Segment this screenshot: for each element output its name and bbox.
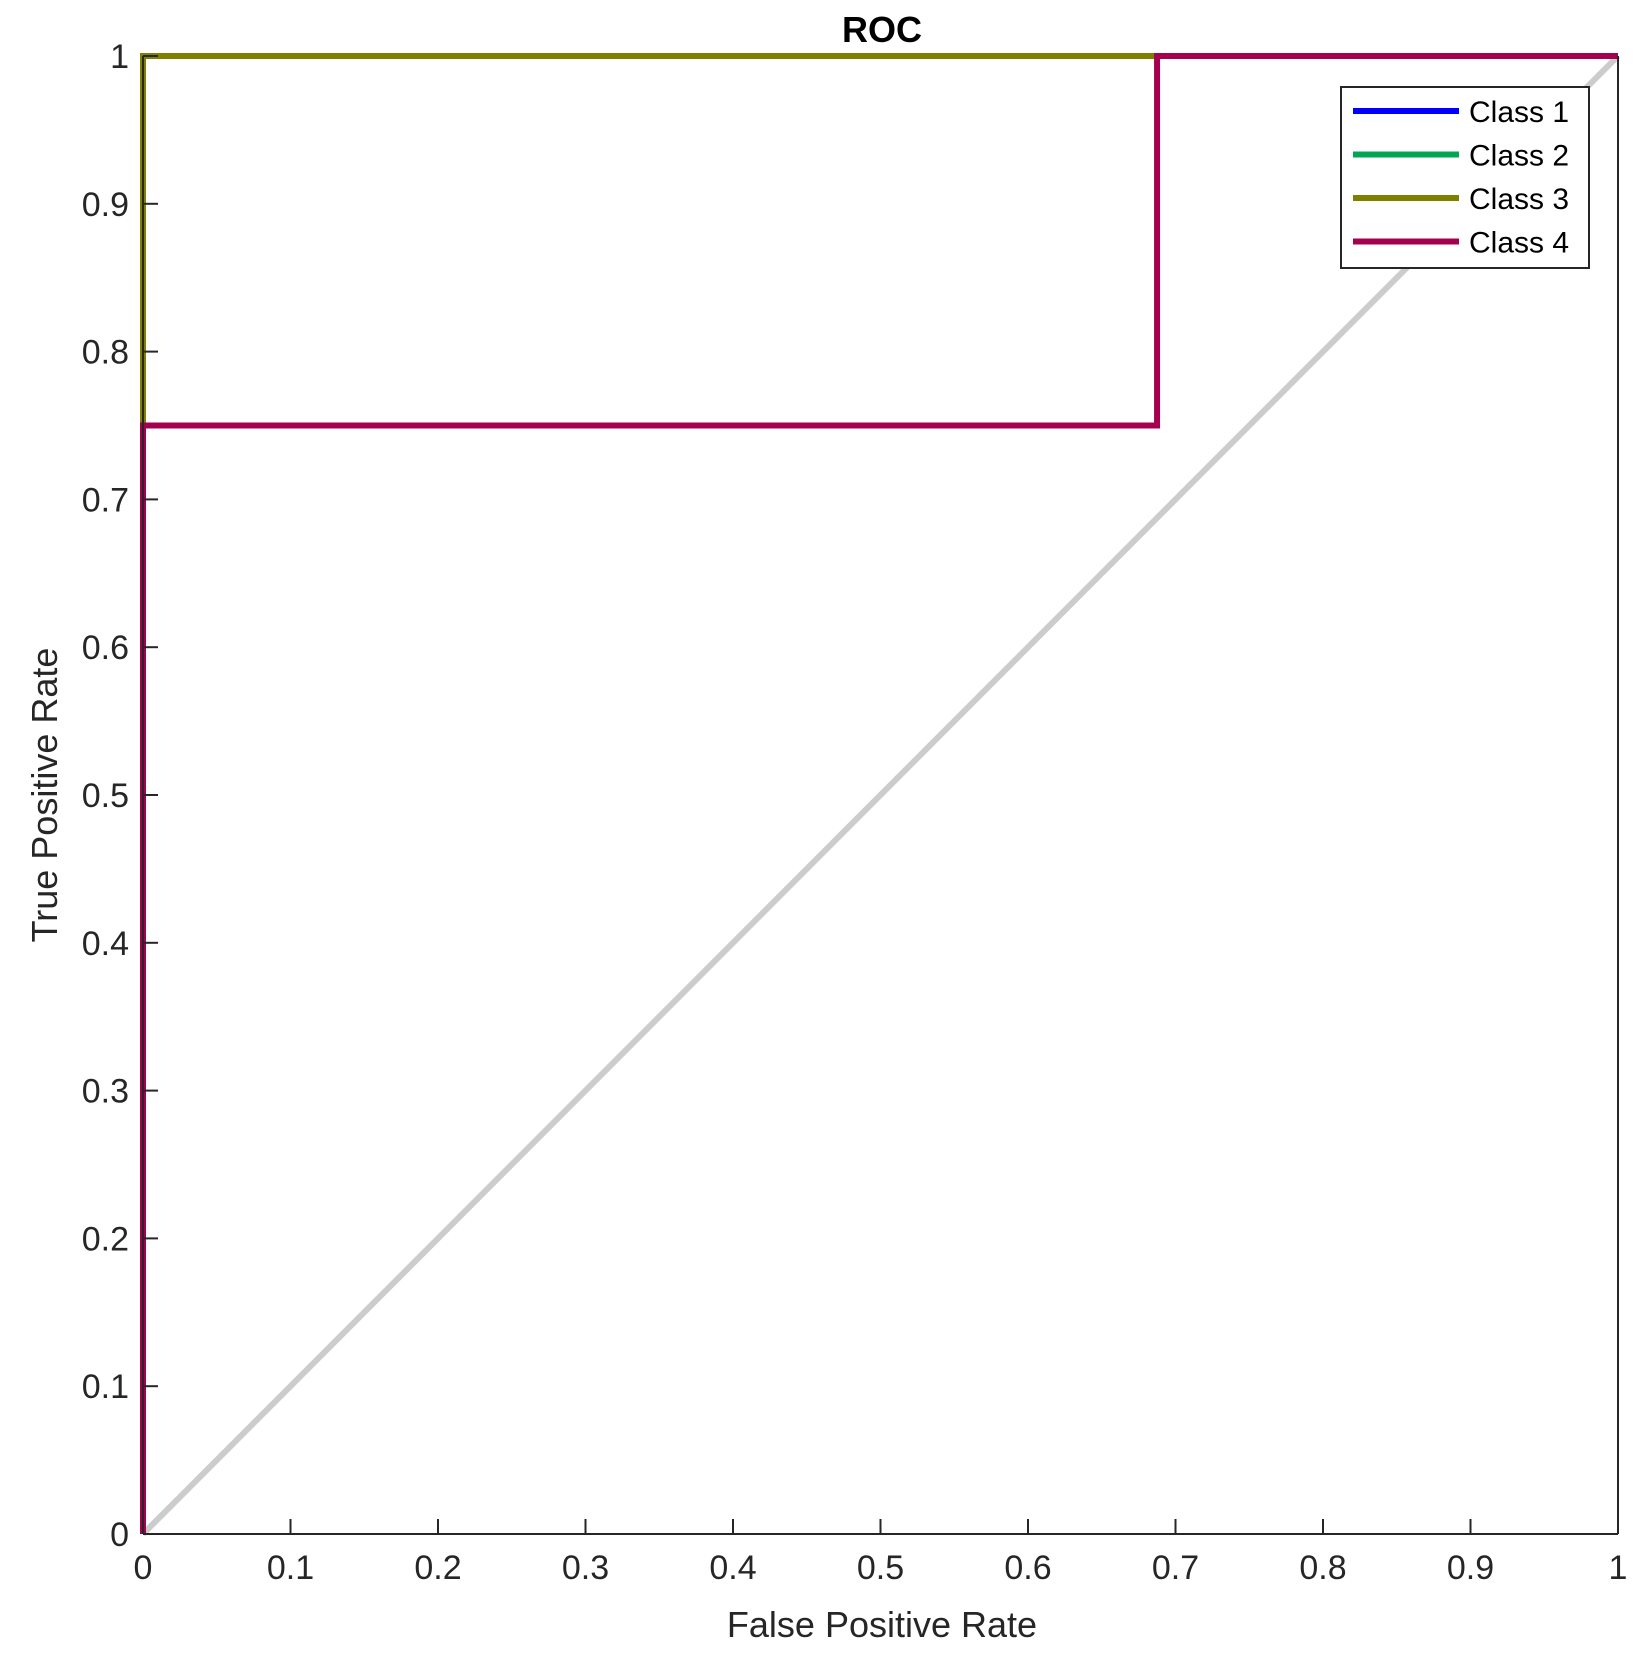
reference-line-layer: [140, 53, 1621, 1537]
y-tick-label: 0: [110, 1516, 129, 1554]
y-ticks: 0 0.1 0.2 0.3 0.4 0.5 0.6 0.7 0.8 0.9 1: [82, 38, 158, 1554]
legend: Class 1 Class 2 Class 3 Class 4: [1340, 86, 1590, 269]
legend-label: Class 1: [1469, 96, 1569, 129]
x-tick-label: 0.7: [1152, 1549, 1199, 1587]
y-tick-label: 0.3: [82, 1073, 129, 1111]
y-tick-label: 0.4: [82, 925, 129, 963]
reference-diagonal-line: [140, 53, 1621, 1537]
x-tick-label: 0.8: [1299, 1549, 1346, 1587]
chart-title: ROC: [842, 9, 922, 50]
y-tick-label: 0.1: [82, 1368, 129, 1406]
x-tick-label: 0: [134, 1549, 153, 1587]
x-tick-label: 0.6: [1004, 1549, 1051, 1587]
x-tick-label: 1: [1609, 1549, 1628, 1587]
legend-label: Class 3: [1469, 183, 1569, 216]
x-tick-label: 0.1: [267, 1549, 314, 1587]
x-tick-label: 0.2: [414, 1549, 461, 1587]
x-tick-label: 0.5: [857, 1549, 904, 1587]
y-tick-label: 0.7: [82, 481, 129, 519]
x-tick-label: 0.3: [562, 1549, 609, 1587]
y-tick-label: 0.6: [82, 629, 129, 667]
legend-box: [1340, 86, 1590, 269]
legend-label: Class 2: [1469, 140, 1569, 173]
y-tick-label: 0.2: [82, 1220, 129, 1258]
x-axis-label: False Positive Rate: [727, 1604, 1037, 1645]
x-tick-label: 0.4: [709, 1549, 756, 1587]
y-tick-label: 0.8: [82, 334, 129, 372]
legend-label: Class 4: [1469, 227, 1569, 260]
y-tick-label: 0.5: [82, 777, 129, 815]
y-tick-label: 1: [110, 38, 129, 76]
y-axis-label: True Positive Rate: [24, 648, 65, 943]
x-ticks: 0 0.1 0.2 0.3 0.4 0.5 0.6 0.7 0.8 0.9 1: [134, 1519, 1628, 1587]
y-tick-label: 0.9: [82, 186, 129, 224]
x-tick-label: 0.9: [1447, 1549, 1494, 1587]
